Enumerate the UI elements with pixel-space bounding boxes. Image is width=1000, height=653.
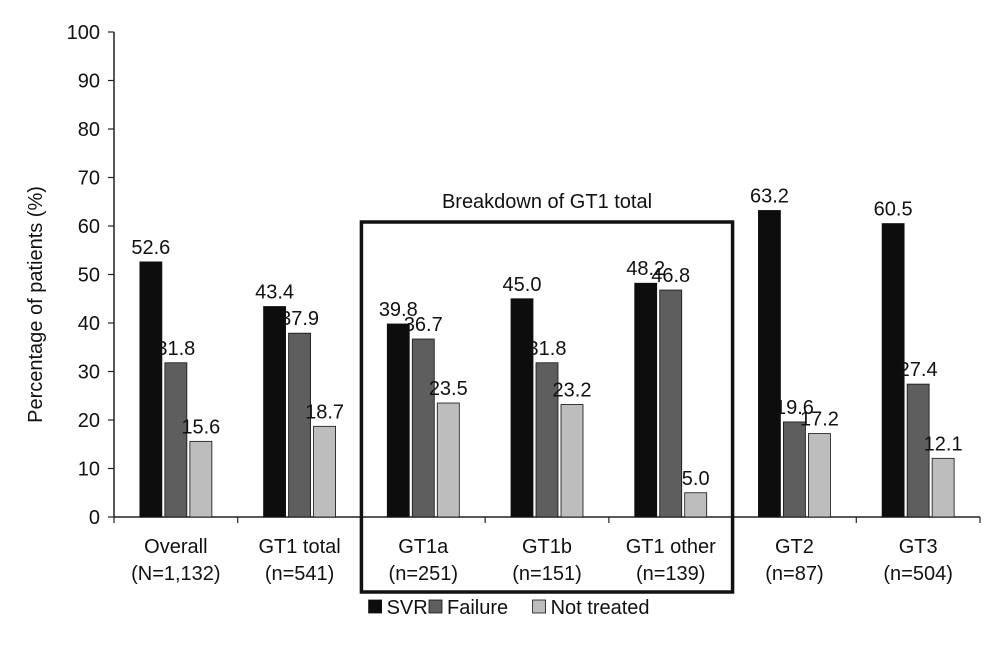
y-tick-label: 10 <box>78 459 100 481</box>
x-tick-label: Overall <box>144 536 207 558</box>
x-tick-label: (n=151) <box>512 563 582 585</box>
legend-label: Not treated <box>551 597 650 619</box>
annotation-label: Breakdown of GT1 total <box>442 191 652 213</box>
y-tick-label: 50 <box>78 265 100 287</box>
x-tick-label: GT1b <box>522 536 572 558</box>
data-label: 12.1 <box>924 433 963 455</box>
bar-not-treated <box>313 425 336 518</box>
legend-swatch <box>532 599 546 614</box>
bar-svr <box>263 306 286 518</box>
data-label: 27.4 <box>899 359 938 381</box>
y-tick-label: 90 <box>78 71 100 93</box>
data-label: 18.7 <box>305 401 344 423</box>
data-label: 37.9 <box>280 308 319 330</box>
bar-not-treated <box>808 433 831 518</box>
data-label: 31.8 <box>156 338 195 360</box>
data-label: 19.6 <box>775 397 814 419</box>
bar-svr <box>386 323 410 518</box>
x-tick-label: GT1 total <box>258 536 340 558</box>
bar-svr <box>634 282 658 518</box>
bar-not-treated <box>684 492 708 518</box>
data-label: 15.6 <box>181 416 220 438</box>
x-tick-label: GT2 <box>775 536 814 558</box>
bar-not-treated <box>189 440 213 518</box>
data-label: 63.2 <box>750 185 789 207</box>
y-tick-label: 30 <box>78 362 100 384</box>
data-label: 48.2 <box>626 258 665 280</box>
x-tick-label: (N=1,132) <box>131 563 221 585</box>
y-axis-label: Percentage of patients (%) <box>25 186 47 423</box>
bar-failure <box>288 332 311 518</box>
bar-failure <box>659 289 683 518</box>
bar-failure <box>535 362 559 518</box>
legend-swatch <box>368 599 383 614</box>
x-tick-label: (n=87) <box>765 563 823 585</box>
bar-not-treated <box>560 404 584 518</box>
y-tick-label: 70 <box>78 168 100 190</box>
y-tick-label: 80 <box>78 119 100 141</box>
data-label: 36.7 <box>404 314 443 336</box>
data-label: 23.5 <box>429 378 468 400</box>
x-tick-label: (n=251) <box>389 563 459 585</box>
bar-svr <box>139 261 163 518</box>
y-tick-label: 20 <box>78 410 100 432</box>
x-tick-label: GT1a <box>398 536 449 558</box>
y-tick-label: 40 <box>78 313 100 335</box>
bar-svr <box>510 298 534 518</box>
bar-failure <box>783 421 806 518</box>
x-tick-label: GT1 other <box>626 536 716 558</box>
data-label: 45.0 <box>503 274 542 296</box>
bar-not-treated <box>931 457 955 518</box>
x-tick-label: (n=139) <box>636 563 706 585</box>
legend-swatch <box>428 599 443 614</box>
bar-failure <box>164 362 188 518</box>
data-label: 43.4 <box>255 282 294 304</box>
bar-failure <box>411 338 435 518</box>
x-tick-label: (n=541) <box>265 563 335 585</box>
data-label: 31.8 <box>528 338 567 360</box>
x-tick-label: (n=504) <box>883 563 953 585</box>
data-label: 46.8 <box>651 265 690 287</box>
data-label: 17.2 <box>800 409 839 431</box>
data-label: 23.2 <box>553 379 592 401</box>
y-tick-label: 60 <box>78 216 100 238</box>
bar-not-treated <box>436 402 460 518</box>
data-label: 60.5 <box>874 199 913 221</box>
annotation-box <box>359 220 735 594</box>
data-label: 52.6 <box>131 237 170 259</box>
bar-failure <box>906 383 930 518</box>
data-label: 39.8 <box>379 299 418 321</box>
bar-svr <box>881 223 905 518</box>
y-tick-label: 100 <box>67 22 100 44</box>
x-tick-label: GT3 <box>899 536 938 558</box>
legend-label: Failure <box>447 597 508 619</box>
data-label: 5.0 <box>682 468 710 490</box>
bar-svr <box>758 210 781 518</box>
y-tick-label: 0 <box>89 507 100 529</box>
legend-label: SVR <box>387 597 428 619</box>
